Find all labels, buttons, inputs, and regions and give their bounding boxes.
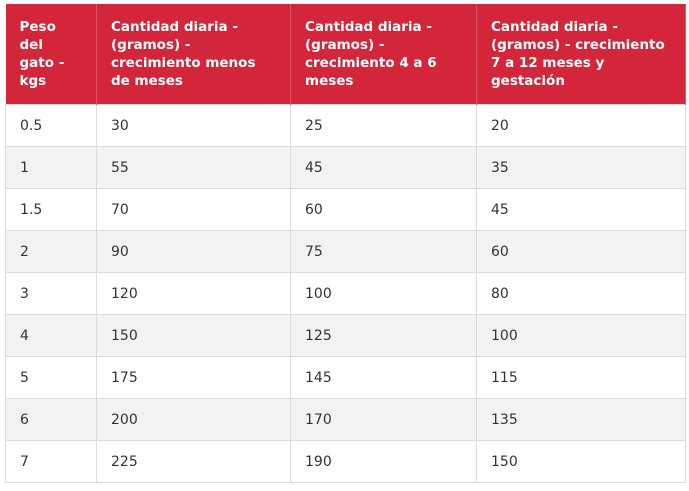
table-row: 0.5 30 25 20 xyxy=(5,104,686,147)
table-cell: 5 xyxy=(5,356,97,399)
table-row: 1 55 45 35 xyxy=(5,146,686,189)
header-cell: Cantidad diaria - (gramos) - crecimiento… xyxy=(290,4,477,105)
table-cell: 200 xyxy=(96,398,291,441)
table-cell: 170 xyxy=(290,398,477,441)
table-cell: 120 xyxy=(96,272,291,315)
table-cell: 80 xyxy=(476,272,686,315)
table-cell: 55 xyxy=(96,146,291,189)
table-cell: 4 xyxy=(5,314,97,357)
table-row: 5 175 145 115 xyxy=(5,356,686,399)
table-row: 7 225 190 150 xyxy=(5,440,686,483)
table-cell: 75 xyxy=(290,230,477,273)
table-cell: 1.5 xyxy=(5,188,97,231)
table-cell: 175 xyxy=(96,356,291,399)
header-cell: Cantidad diaria - (gramos) - crecimiento… xyxy=(476,4,686,105)
table-cell: 0.5 xyxy=(5,104,97,147)
table-cell: 145 xyxy=(290,356,477,399)
table-cell: 100 xyxy=(476,314,686,357)
table-cell: 90 xyxy=(96,230,291,273)
table-cell: 125 xyxy=(290,314,477,357)
table-row: 1.5 70 60 45 xyxy=(5,188,686,231)
table-cell: 45 xyxy=(290,146,477,189)
table-row: 3 120 100 80 xyxy=(5,272,686,315)
table-cell: 25 xyxy=(290,104,477,147)
header-row: Peso del gato - kgs Cantidad diaria - (gr… xyxy=(5,4,686,105)
feeding-table: Peso del gato - kgs Cantidad diaria - (gr… xyxy=(5,4,686,483)
table-cell: 45 xyxy=(476,188,686,231)
table-cell: 150 xyxy=(476,440,686,483)
table-cell: 60 xyxy=(476,230,686,273)
table-cell: 60 xyxy=(290,188,477,231)
table-cell: 135 xyxy=(476,398,686,441)
table-cell: 1 xyxy=(5,146,97,189)
table-cell: 115 xyxy=(476,356,686,399)
table-cell: 150 xyxy=(96,314,291,357)
table-cell: 100 xyxy=(290,272,477,315)
table-cell: 3 xyxy=(5,272,97,315)
table-cell: 30 xyxy=(96,104,291,147)
header-cell: Cantidad diaria - (gramos) - crecimiento… xyxy=(96,4,291,105)
table-cell: 7 xyxy=(5,440,97,483)
table-row: 2 90 75 60 xyxy=(5,230,686,273)
table-cell: 225 xyxy=(96,440,291,483)
table-header: Peso del gato - kgs Cantidad diaria - (gr… xyxy=(5,4,686,105)
table-row: 4 150 125 100 xyxy=(5,314,686,357)
table-body: 0.5 30 25 20 1 55 45 35 1.5 70 60 45 2 90 75 60 3 120 100 8… xyxy=(5,104,686,483)
table-cell: 2 xyxy=(5,230,97,273)
table-cell: 20 xyxy=(476,104,686,147)
table-cell: 6 xyxy=(5,398,97,441)
table-row: 6 200 170 135 xyxy=(5,398,686,441)
header-cell: Peso del gato - kgs xyxy=(5,4,97,105)
table-cell: 190 xyxy=(290,440,477,483)
table-cell: 35 xyxy=(476,146,686,189)
table-cell: 70 xyxy=(96,188,291,231)
